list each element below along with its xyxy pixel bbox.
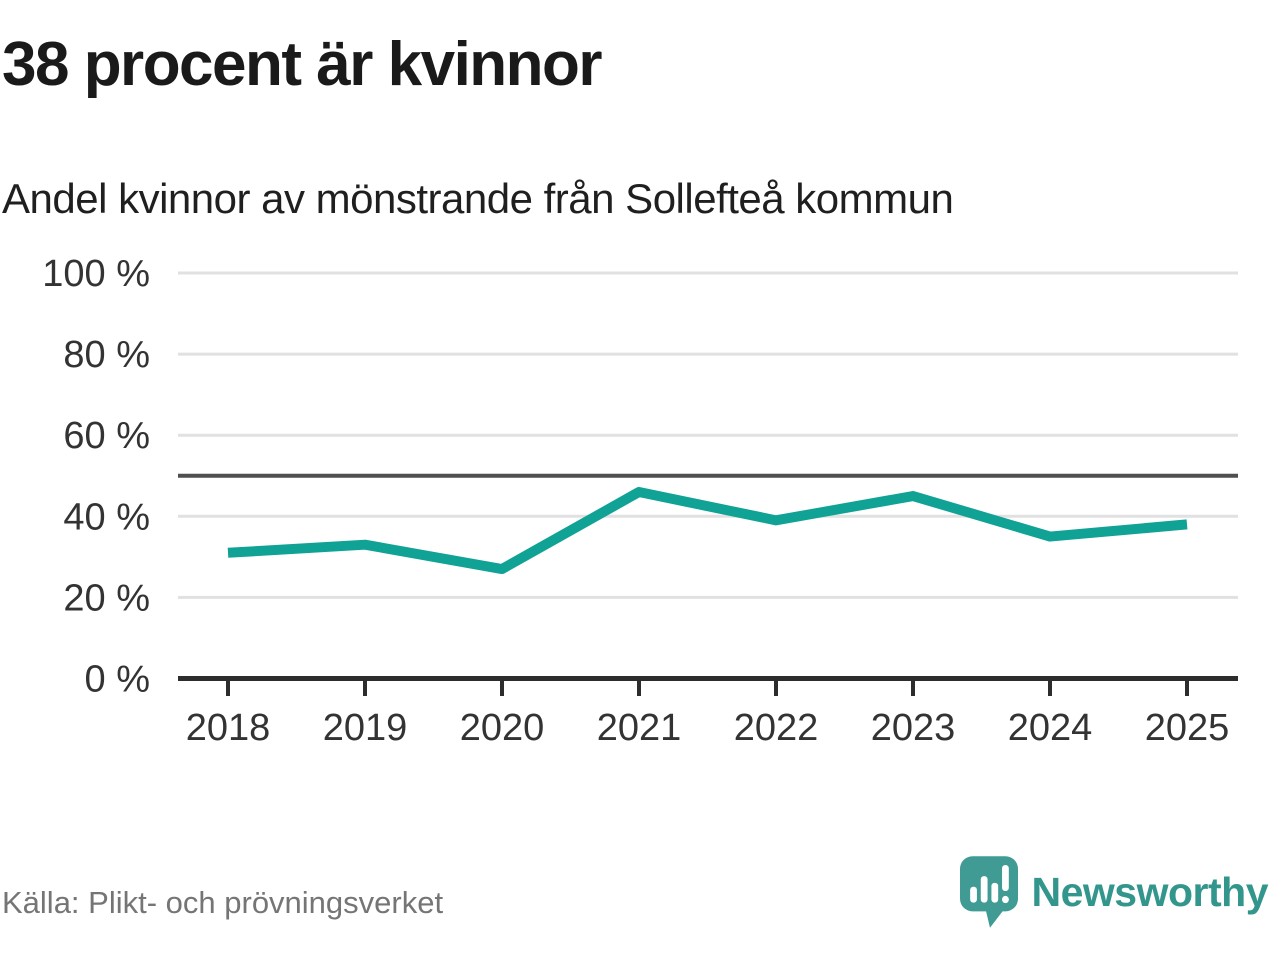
logo-exclamation-dot — [1001, 895, 1009, 904]
x-axis-label: 2022 — [734, 707, 819, 749]
logo-exclamation-bar — [1001, 864, 1009, 892]
x-axis-label: 2024 — [1008, 707, 1093, 749]
data-line — [227, 486, 1188, 575]
logo-bar-short — [969, 886, 977, 903]
logo-bar-medium — [990, 882, 998, 903]
logo-bar-tall — [980, 876, 988, 903]
y-axis-label: 0 % — [85, 659, 150, 701]
x-axis-label: 2019 — [323, 707, 408, 749]
newsworthy-speech-bubble-icon — [959, 856, 1018, 928]
speech-bubble-shape — [959, 856, 1018, 928]
x-axis-label: 2018 — [186, 707, 271, 749]
chart-subtitle: Andel kvinnor av mönstrande från Solleft… — [2, 175, 954, 222]
chart-title: 38 procent är kvinnor — [2, 30, 603, 99]
newsworthy-wordmark: Newsworthy — [1031, 869, 1269, 915]
y-axis-label: 20 % — [63, 577, 150, 619]
newsworthy-logo: Newsworthy — [959, 856, 1269, 929]
x-axis-label: 2023 — [871, 707, 956, 749]
y-axis-label: 60 % — [63, 415, 150, 457]
x-axis-label: 2021 — [597, 707, 682, 749]
y-axis-label: 40 % — [63, 496, 150, 538]
y-axis-label: 80 % — [63, 334, 150, 376]
x-axis-label: 2025 — [1145, 707, 1230, 749]
source-caption: Källa: Plikt- och prövningsverket — [2, 885, 444, 920]
y-axis-label: 100 % — [42, 253, 150, 295]
x-axis-label: 2020 — [460, 707, 545, 749]
